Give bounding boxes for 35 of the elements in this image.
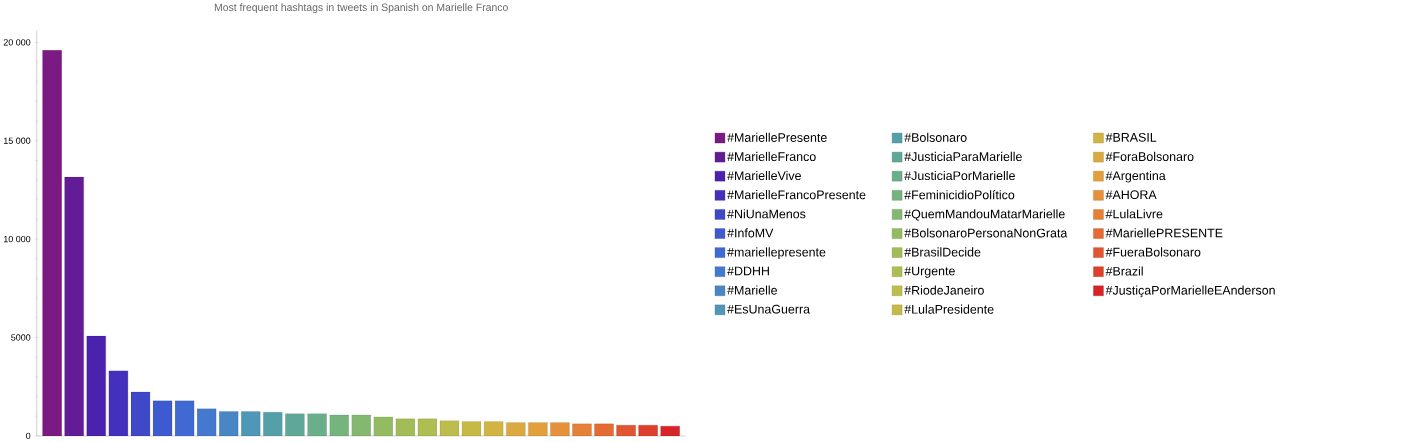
legend-label: #BRASIL bbox=[1105, 132, 1157, 142]
legend-label: #FueraBolsonaro bbox=[1105, 247, 1201, 257]
legend-label: #RiodeJaneiro bbox=[904, 285, 984, 295]
legend-label: #MariellePRESENTE bbox=[1105, 228, 1223, 238]
legend-label: #InfoMV bbox=[727, 228, 774, 238]
y-tick-label: 5000 bbox=[11, 334, 31, 341]
legend-label: #Argentina bbox=[1105, 170, 1166, 183]
legend-label: #Urgente bbox=[904, 266, 955, 278]
legend-label: #MarielleFranco bbox=[727, 151, 816, 161]
legend-label: #JusticiaPorMarielle bbox=[904, 170, 1015, 180]
legend-label: #ForaBolsonaro bbox=[1105, 151, 1194, 161]
legend-label: #BrasilDecide bbox=[904, 247, 981, 257]
legend-label: #LulaLivre bbox=[1105, 209, 1163, 219]
y-tick-label: 15 000 bbox=[4, 137, 31, 144]
legend-label: #Marielle bbox=[727, 285, 777, 295]
legend-label: #Bolsonaro bbox=[904, 132, 967, 142]
legend-label: #MarielleFrancoPresente bbox=[727, 189, 866, 200]
legend-label: #JusticiaParaMarielle bbox=[904, 151, 1022, 161]
legend-label: #JustiçaPorMarielleEAnderson bbox=[1105, 285, 1275, 297]
legend-label: #MarielleVive bbox=[727, 170, 801, 180]
legend-label: #QuemMandouMatarMarielle bbox=[904, 209, 1065, 221]
legend-label: #MariellePresente bbox=[727, 132, 827, 142]
y-tick-label: 0 bbox=[26, 432, 31, 439]
legend-label: #AHORA bbox=[1105, 190, 1157, 199]
y-tick-label: 20 000 bbox=[3, 38, 31, 46]
legend-label: #LulaPresidente bbox=[904, 304, 994, 314]
legend-label: #DDHH bbox=[727, 266, 769, 276]
legend-label: #BolsonaroPersonaNonGrata bbox=[904, 228, 1068, 238]
legend-label: #FeminicidioPolítico bbox=[904, 189, 1015, 200]
legend-label: #Brazil bbox=[1105, 266, 1143, 276]
legend-label: #NiUnaMenos bbox=[727, 209, 806, 219]
legend-label: #mariellepresente bbox=[727, 247, 826, 259]
legend-label: #EsUnaGuerra bbox=[727, 304, 811, 314]
chart-title: Most frequent hashtags in tweets in Spanish on Marielle Franco bbox=[214, 3, 508, 13]
y-tick-label: 10 000 bbox=[4, 235, 31, 243]
